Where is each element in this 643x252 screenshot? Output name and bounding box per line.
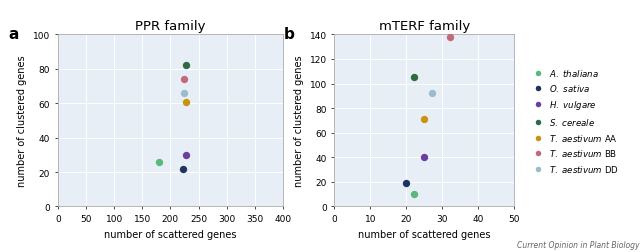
Title: PPR family: PPR family [135, 20, 206, 33]
Point [181, 153, 192, 157]
Point [401, 181, 412, 185]
Point [179, 78, 190, 82]
Y-axis label: number of clustered genes: number of clustered genes [17, 55, 28, 186]
X-axis label: number of scattered genes: number of scattered genes [104, 229, 237, 239]
Point [408, 76, 419, 80]
Text: b: b [284, 27, 295, 42]
Point [179, 91, 190, 96]
Point [408, 192, 419, 196]
Title: mTERF family: mTERF family [379, 20, 470, 33]
Text: Current Opinion in Plant Biology: Current Opinion in Plant Biology [517, 240, 640, 249]
Point [181, 64, 192, 68]
Text: a: a [8, 27, 19, 42]
Y-axis label: number of clustered genes: number of clustered genes [294, 55, 304, 186]
Point [444, 36, 455, 40]
Point [426, 92, 437, 96]
X-axis label: number of scattered genes: number of scattered genes [358, 229, 491, 239]
Point [154, 160, 164, 164]
Legend: $\it{A.}$ $\it{thaliana}$, $\it{O.}$ $\it{sativa}$, $\it{H.}$ $\it{vulgare}$, $\: $\it{A.}$ $\it{thaliana}$, $\it{O.}$ $\i… [529, 68, 619, 174]
Point [419, 118, 430, 122]
Point [419, 156, 430, 160]
Point [181, 100, 192, 104]
Point [177, 167, 188, 171]
